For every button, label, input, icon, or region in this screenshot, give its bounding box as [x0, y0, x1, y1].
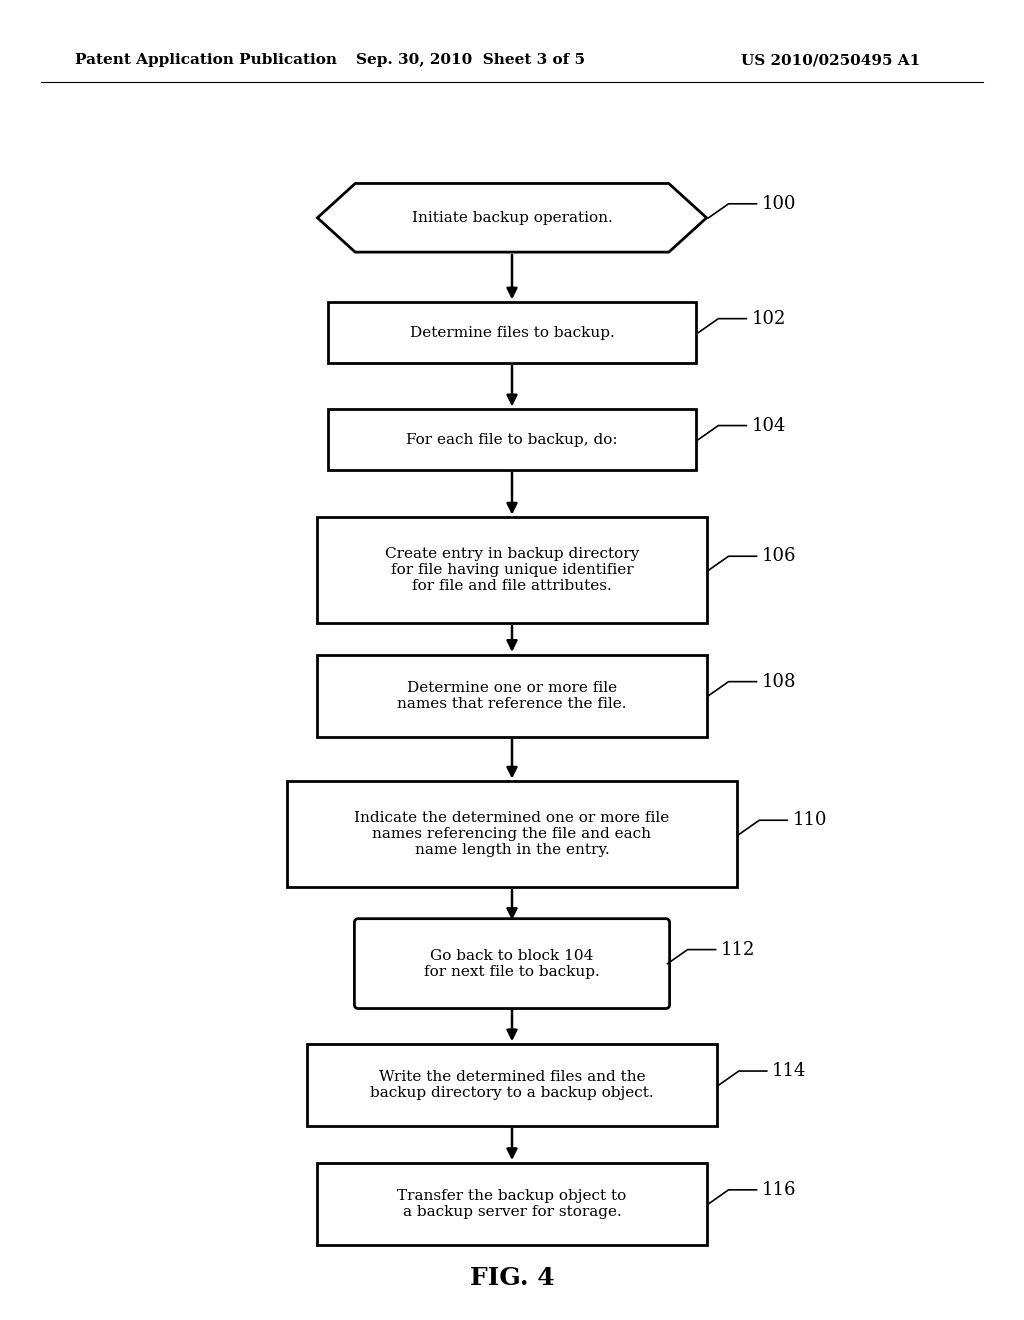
Text: FIG. 4: FIG. 4 [470, 1266, 554, 1290]
Text: 106: 106 [762, 548, 796, 565]
Text: Go back to block 104
for next file to backup.: Go back to block 104 for next file to ba… [424, 949, 600, 978]
Bar [287, 781, 737, 887]
Bar [317, 1163, 707, 1245]
Text: Write the determined files and the
backup directory to a backup object.: Write the determined files and the backu… [371, 1071, 653, 1100]
Polygon shape [317, 183, 707, 252]
Bar [317, 517, 707, 623]
Text: 100: 100 [762, 195, 796, 213]
Text: 114: 114 [772, 1063, 806, 1080]
Text: 102: 102 [752, 310, 785, 327]
Text: Determine one or more file
names that reference the file.: Determine one or more file names that re… [397, 681, 627, 710]
Text: Transfer the backup object to
a backup server for storage.: Transfer the backup object to a backup s… [397, 1189, 627, 1218]
Bar [317, 655, 707, 737]
Text: 112: 112 [721, 941, 755, 958]
Bar [328, 409, 696, 470]
Text: Patent Application Publication: Patent Application Publication [75, 53, 337, 67]
Text: Sep. 30, 2010  Sheet 3 of 5: Sep. 30, 2010 Sheet 3 of 5 [355, 53, 585, 67]
Text: 116: 116 [762, 1181, 796, 1199]
Text: 104: 104 [752, 417, 785, 434]
FancyBboxPatch shape [354, 919, 670, 1008]
Bar [307, 1044, 717, 1126]
Text: Create entry in backup directory
for file having unique identifier
for file and : Create entry in backup directory for fil… [385, 546, 639, 594]
Text: 110: 110 [793, 812, 826, 829]
Text: Determine files to backup.: Determine files to backup. [410, 326, 614, 339]
Text: For each file to backup, do:: For each file to backup, do: [407, 433, 617, 446]
Text: Initiate backup operation.: Initiate backup operation. [412, 211, 612, 224]
Text: 108: 108 [762, 673, 796, 690]
Bar [328, 302, 696, 363]
Text: Indicate the determined one or more file
names referencing the file and each
nam: Indicate the determined one or more file… [354, 810, 670, 858]
Text: US 2010/0250495 A1: US 2010/0250495 A1 [740, 53, 920, 67]
